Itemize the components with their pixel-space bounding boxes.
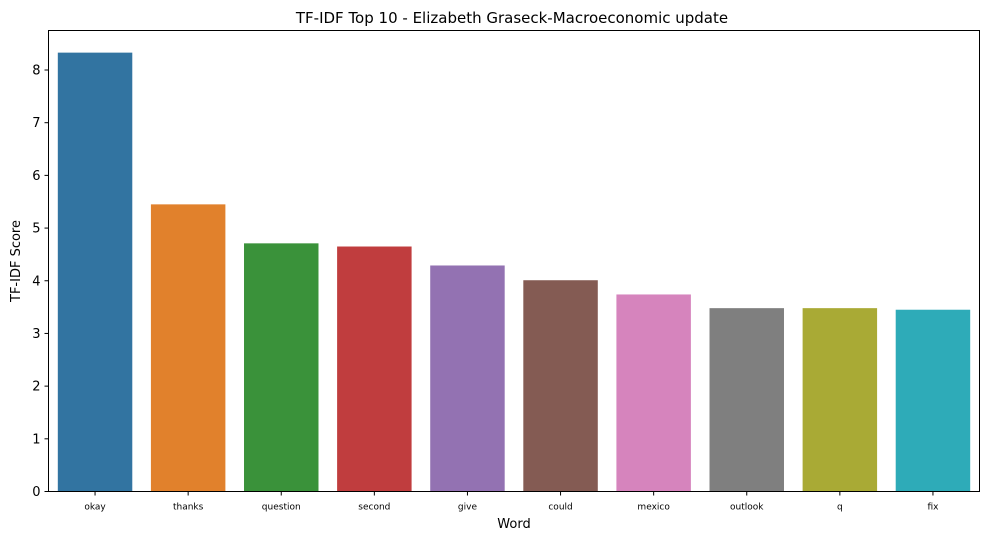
bar-thanks bbox=[150, 204, 226, 492]
x-tick-label: mexico bbox=[637, 503, 670, 513]
y-tick-label: 8 bbox=[32, 64, 40, 79]
y-tick-label: 3 bbox=[32, 327, 40, 342]
bar-second bbox=[337, 246, 412, 492]
bar-okay bbox=[57, 52, 133, 492]
x-tick-label: question bbox=[262, 503, 301, 513]
x-tick-label: second bbox=[358, 503, 390, 513]
x-tick-label: could bbox=[548, 503, 572, 513]
y-tick-label: 7 bbox=[32, 116, 40, 131]
x-tick-label: okay bbox=[84, 503, 106, 513]
y-axis-label: TF-IDF Score bbox=[9, 220, 24, 303]
bar-q bbox=[802, 308, 878, 492]
y-tick-label: 2 bbox=[32, 380, 40, 395]
chart-title: TF-IDF Top 10 - Elizabeth Graseck-Macroe… bbox=[295, 9, 728, 27]
x-tick-label: give bbox=[458, 503, 478, 513]
bar-give bbox=[430, 265, 505, 492]
y-tick-label: 4 bbox=[32, 274, 40, 289]
bar-fix bbox=[895, 309, 971, 492]
y-tick-label: 6 bbox=[32, 169, 40, 184]
y-tick-label: 5 bbox=[32, 222, 40, 237]
x-tick-label: thanks bbox=[173, 503, 204, 513]
x-axis-ticks: okay thanks question second give could mexico o… bbox=[84, 491, 939, 513]
x-tick-label: outlook bbox=[730, 503, 764, 513]
bar-outlook bbox=[709, 308, 784, 492]
x-tick-label: fix bbox=[927, 503, 939, 513]
x-axis-label: Word bbox=[497, 517, 530, 532]
y-tick-label: 1 bbox=[32, 432, 40, 447]
plot-area-frame bbox=[48, 30, 980, 492]
bar-mexico bbox=[616, 294, 691, 492]
bars-group bbox=[57, 52, 971, 492]
y-tick-label: 0 bbox=[32, 485, 40, 500]
bar-question bbox=[244, 243, 319, 492]
x-tick-label: q bbox=[837, 503, 843, 513]
y-axis-ticks: 0 1 2 3 4 5 6 7 8 bbox=[32, 64, 49, 500]
bar-could bbox=[523, 280, 598, 492]
